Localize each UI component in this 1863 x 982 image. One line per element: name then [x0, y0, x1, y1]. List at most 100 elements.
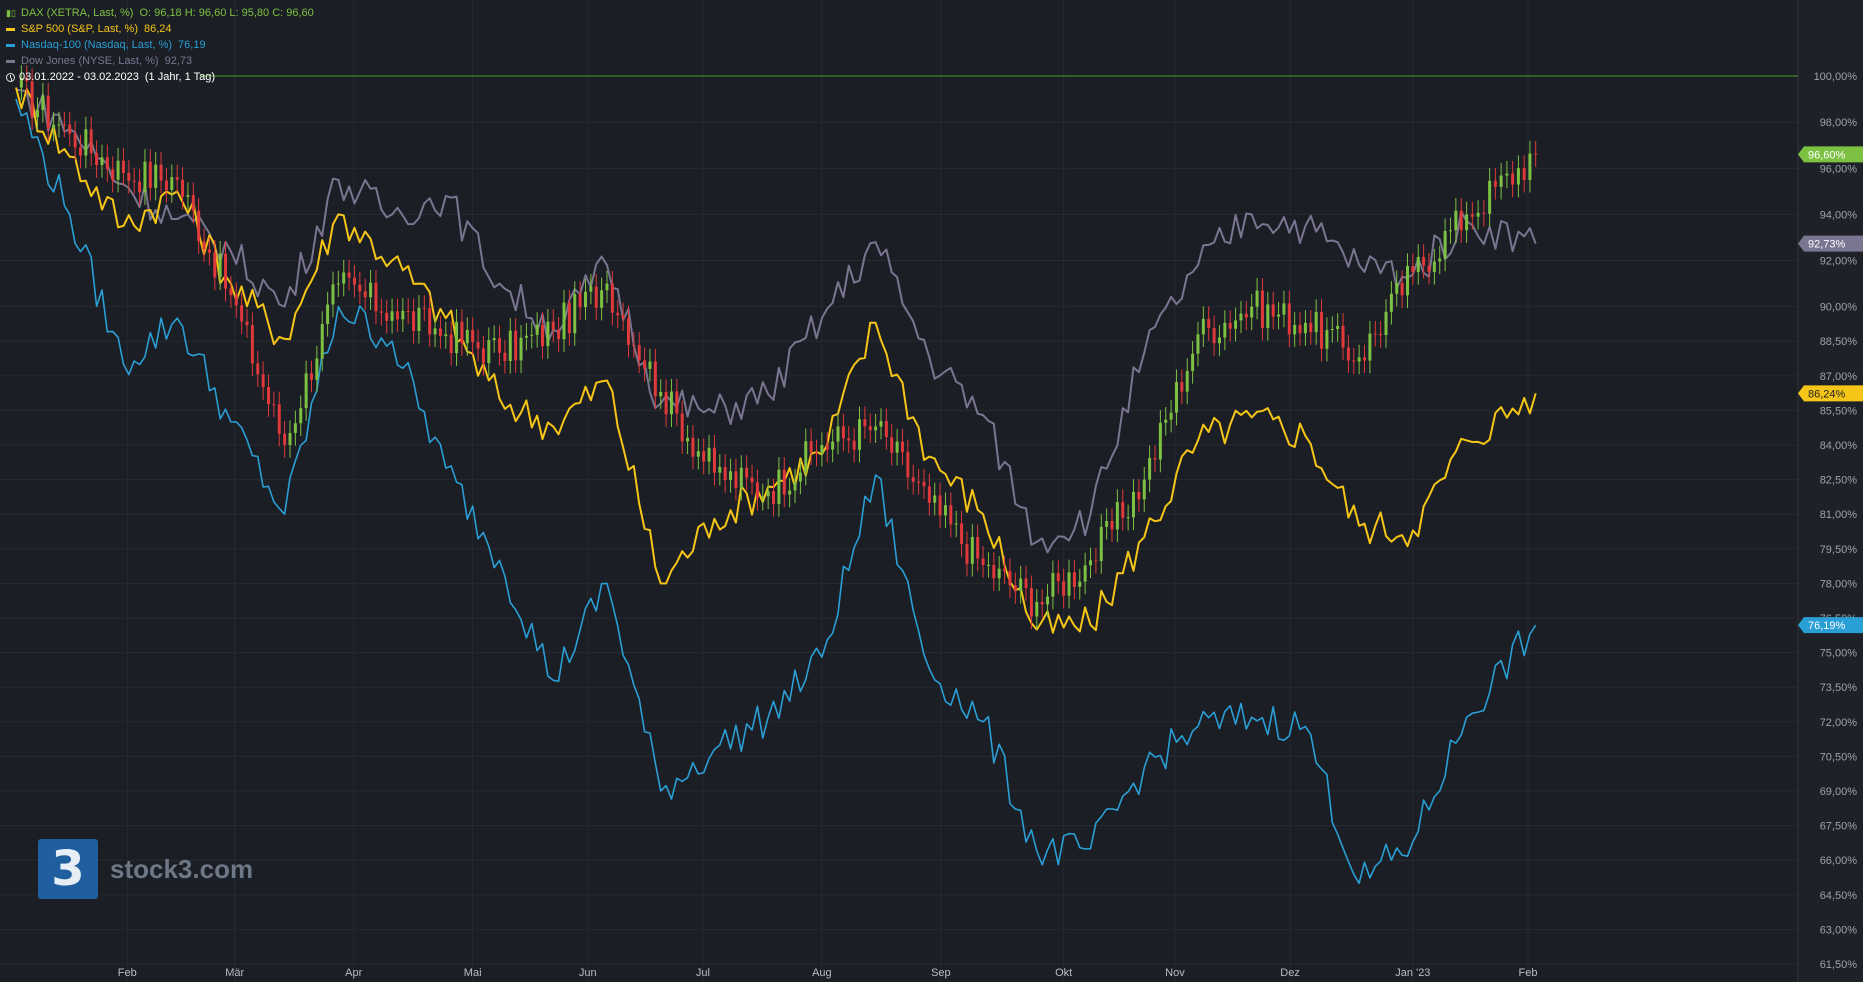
last-value-badge: [1798, 385, 1863, 402]
candle-body: [1029, 588, 1033, 617]
candle-body: [138, 181, 142, 193]
candle-body: [240, 305, 244, 322]
candle-body: [610, 283, 614, 313]
candle-body: [1067, 572, 1071, 596]
y-tick-label: 94,00%: [1820, 209, 1858, 221]
candle-body: [519, 337, 523, 361]
candle-body: [605, 283, 609, 291]
candle-body: [621, 315, 625, 319]
candle-body: [46, 95, 50, 129]
candle-body: [320, 324, 324, 359]
candle-body: [729, 471, 733, 481]
candle-body: [600, 290, 604, 308]
candle-body: [143, 161, 147, 193]
candle-body: [820, 445, 824, 454]
legend-date-range[interactable]: 03.01.2022 - 03.02.2023 (1 Jahr, 1 Tag): [6, 69, 314, 85]
x-tick-label: Nov: [1165, 967, 1185, 979]
candle-body: [1094, 560, 1098, 562]
candle-body: [573, 293, 577, 334]
legend-nasdaq[interactable]: Nasdaq-100 (Nasdaq, Last, %) 76,19: [6, 37, 314, 53]
candle-body: [304, 373, 308, 409]
clock-icon: [6, 72, 15, 82]
legend-sp500-name: S&P 500 (S&P, Last, %): [21, 23, 138, 35]
candle-body: [1432, 261, 1436, 272]
candle-body: [1164, 419, 1168, 423]
candle-body: [750, 477, 754, 483]
candle-body: [804, 441, 808, 473]
candle-body: [1121, 502, 1125, 518]
candle-body: [798, 472, 802, 482]
candle-body: [1325, 330, 1329, 349]
candle-body: [471, 329, 475, 343]
candle-body: [1400, 282, 1404, 296]
candle-body: [433, 328, 437, 335]
candle-body: [277, 404, 281, 434]
candle-body: [1368, 333, 1372, 361]
candle-body: [1051, 573, 1055, 597]
line-swatch-icon: [6, 27, 15, 31]
candle-body: [782, 469, 786, 495]
candle-body: [895, 441, 899, 453]
y-tick-label: 61,50%: [1820, 959, 1858, 971]
candle-body: [1099, 526, 1103, 561]
series-line-sp: [15, 87, 1537, 634]
y-tick-label: 98,00%: [1820, 117, 1858, 129]
candle-body: [514, 330, 518, 361]
candle-body: [272, 404, 276, 406]
candle-body: [589, 286, 593, 292]
legend-dow-name: Dow Jones (NYSE, Last, %): [21, 55, 159, 67]
candle-body: [186, 195, 190, 197]
candle-body: [831, 441, 835, 450]
candle-body: [1078, 581, 1082, 587]
candle-body: [347, 272, 351, 278]
candle-body: [1072, 572, 1076, 587]
candle-body: [583, 291, 587, 308]
candle-body: [422, 307, 426, 309]
candle-body: [884, 421, 888, 438]
last-value-badge: [1798, 146, 1863, 163]
candle-body: [616, 312, 620, 316]
candle-body: [637, 344, 641, 361]
candle-body: [1357, 357, 1361, 362]
candle-body: [643, 360, 647, 369]
candle-body: [1185, 370, 1189, 392]
legend-dow[interactable]: Dow Jones (NYSE, Last, %) 92,73: [6, 53, 314, 69]
candle-body: [960, 523, 964, 545]
candle-body: [788, 490, 792, 495]
candle-body: [358, 284, 362, 292]
candle-body: [1287, 303, 1291, 335]
y-tick-label: 64,50%: [1820, 890, 1858, 902]
candle-body: [111, 169, 115, 180]
candle-body: [691, 437, 695, 457]
candle-body: [261, 374, 265, 388]
legend-dax[interactable]: ▮▯ DAX (XETRA, Last, %) O: 96,18 H: 96,6…: [6, 5, 314, 21]
candle-body: [1250, 306, 1254, 318]
series-line-dow: [15, 88, 1537, 554]
candle-body: [1395, 282, 1399, 294]
line-swatch-icon: [6, 43, 15, 47]
candle-body: [1105, 521, 1109, 527]
candle-body: [164, 180, 168, 190]
y-tick-label: 81,00%: [1820, 509, 1858, 521]
candle-body: [1255, 290, 1259, 307]
candlestick-icon: ▮▯: [6, 8, 16, 18]
candle-body: [755, 482, 759, 498]
candle-body: [551, 321, 555, 330]
legend-nasdaq-value: 76,19: [178, 39, 206, 51]
legend-sp500[interactable]: S&P 500 (S&P, Last, %) 86,24: [6, 21, 314, 37]
candle-body: [234, 295, 238, 306]
candle-body: [1465, 214, 1469, 231]
candle-body: [734, 471, 738, 488]
y-axis-panel[interactable]: 100,00% 98,00% 96,00% 94,00% 92,00% 90,00% 88,…: [1797, 0, 1863, 982]
x-tick-label: Aug: [812, 967, 832, 979]
candle-body: [1298, 324, 1302, 334]
candle-body: [712, 447, 716, 473]
y-tick-label: 96,00%: [1820, 163, 1858, 175]
candle-body: [30, 81, 34, 118]
candle-body: [374, 282, 378, 312]
candle-body: [57, 124, 61, 126]
candle-body: [1228, 322, 1232, 329]
candle-body: [1040, 601, 1044, 605]
candle-body: [148, 161, 152, 188]
